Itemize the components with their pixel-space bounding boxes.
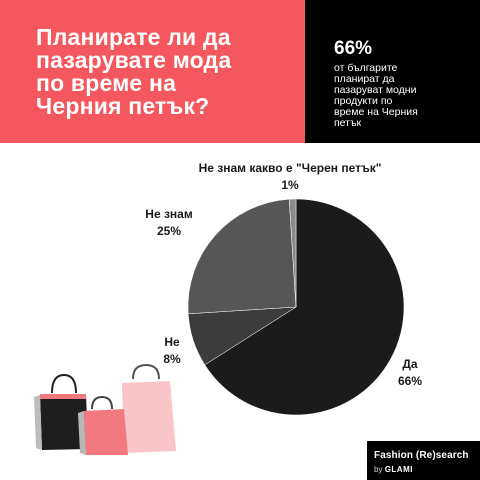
bag-black [40,394,88,450]
slice-label-dont-know: Не знам 25% [126,206,212,240]
title-line: пазарувате мода [36,47,232,73]
slice-label-no: Не 8% [140,334,204,368]
slice-value-text: 66% [397,374,423,388]
shopping-bags-illustration [34,363,176,455]
bag-coral [84,409,128,455]
bag-handle [132,363,160,380]
stat-desc-line: петък [334,117,362,129]
bag-stripe [40,394,86,399]
slice-label-dont-know-what: Не знам какво е "Черен петък" 1% [160,160,420,194]
slice-label-text: Не знам [145,207,193,221]
bag-pink [122,381,176,453]
stat-desc-line: планират да [334,73,395,85]
brand-logo: GLAMI [384,465,413,474]
slice-value-text: 25% [156,224,182,238]
title-line: Планирате ли да [36,24,231,50]
bag-side [34,395,42,450]
title-line: по време на [36,70,177,96]
title-line: Черния петък? [36,93,210,119]
pie-slices [187,198,405,416]
stat-desc-line: време на Черния [334,106,418,118]
pie-chart [34,198,405,455]
bag-handle [51,373,77,394]
highlight-stat-description: от българите планират да пазаруват модни… [334,63,444,129]
stat-desc-line: от българите [334,62,398,74]
pie-slice-yes [204,198,405,416]
header-question-panel: Планирате ли да пазарувате мода по време… [0,0,305,143]
slice-label-text: Не [164,335,180,349]
brand-title: Fashion (Re)search [374,450,469,461]
header-stat-panel [305,0,480,143]
pie-slice-dont-know-what [288,198,297,308]
slice-value-text: 8% [163,352,181,366]
slice-label-text: Не знам какво е "Черен петък" [198,161,382,175]
slice-label-text: Да [402,357,418,371]
brand-byline: by GLAMI [374,465,413,474]
highlight-stat-value: 66% [334,38,373,59]
slice-label-yes: Да 66% [380,356,440,390]
page-title: Планирате ли да пазарувате мода по време… [36,26,298,118]
stat-desc-line: продукти по [334,95,393,107]
brand-by: by [374,465,383,474]
stat-desc-line: пазаруват модни [334,84,417,96]
bag-side [78,411,86,455]
brand-badge: Fashion (Re)search by GLAMI [367,441,480,480]
slice-value-text: 1% [281,178,299,192]
bag-handle [91,395,113,410]
pie-slice-dont-know [187,198,297,315]
